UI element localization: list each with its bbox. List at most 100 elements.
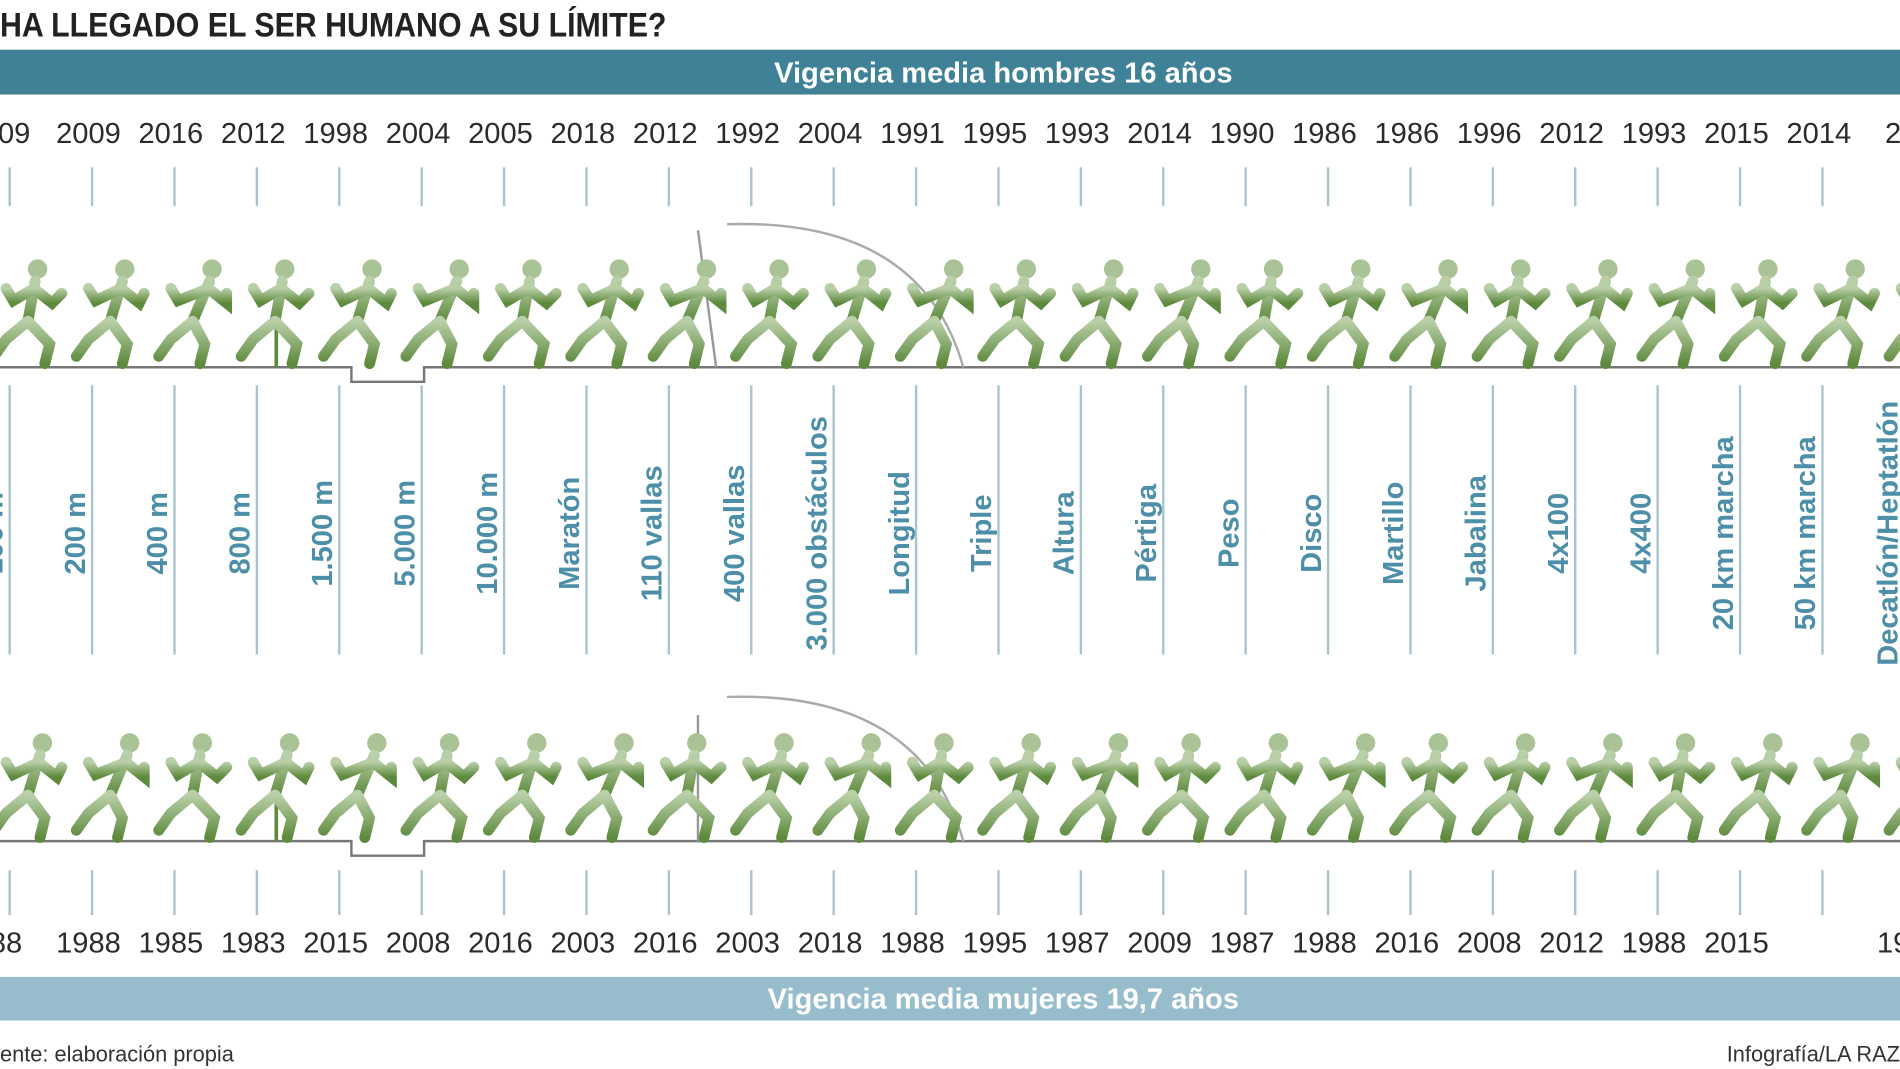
- athlete-leg: [1306, 789, 1365, 843]
- athlete: [565, 733, 645, 843]
- athlete-leg: [1801, 315, 1864, 370]
- athlete: [1224, 259, 1304, 370]
- women-year: 1983: [221, 928, 286, 960]
- athlete-leg: [1636, 315, 1694, 370]
- women-year: 2003: [715, 928, 780, 960]
- athlete-arm: [1236, 756, 1304, 786]
- athlete-leg: [1471, 789, 1534, 843]
- athlete-leg: [730, 789, 793, 843]
- men-year: 1996: [1457, 118, 1522, 150]
- athlete-arm: [494, 283, 562, 311]
- women-banner-bg: [0, 976, 1900, 1021]
- athlete-head: [1675, 733, 1696, 753]
- athlete-leg: [1471, 315, 1539, 370]
- event-label: Triple: [966, 494, 998, 572]
- athlete: [977, 259, 1057, 370]
- women-year: 2008: [1457, 928, 1522, 960]
- athlete-arm: [1236, 283, 1304, 311]
- men-year: 2012: [221, 118, 286, 150]
- athlete-arm: [1071, 756, 1139, 789]
- athlete-leg: [647, 315, 705, 370]
- athlete-leg: [0, 315, 56, 370]
- athlete-leg: [1059, 789, 1117, 843]
- men-year: 1986: [1374, 118, 1439, 150]
- athlete: [977, 733, 1057, 843]
- athlete-leg: [0, 789, 51, 843]
- athlete-head: [32, 733, 53, 753]
- athlete-head: [202, 259, 222, 279]
- men-year: 2015: [1704, 118, 1769, 150]
- women-year: 2015: [303, 928, 368, 960]
- athlete-leg: [1389, 789, 1457, 843]
- athlete-head: [1763, 733, 1783, 753]
- men-year: 2016: [139, 118, 204, 150]
- athlete-arm: [1154, 283, 1221, 315]
- athlete-head: [115, 259, 135, 279]
- event-label: 5.000 m: [389, 480, 421, 587]
- athlete-arm: [247, 756, 315, 786]
- women-banner: Vigencia media mujeres 19,7 años: [768, 983, 1239, 1015]
- athlete-arm: [412, 756, 480, 785]
- athlete-arm: [824, 283, 892, 312]
- athlete-leg: [318, 315, 381, 370]
- athlete: [812, 733, 892, 843]
- women-year: 2015: [1704, 928, 1769, 960]
- athlete: [1718, 259, 1798, 370]
- athlete-arm: [1813, 283, 1881, 312]
- men-year: 2014: [1127, 118, 1192, 150]
- athlete-head: [1263, 259, 1284, 279]
- athlete: [1224, 733, 1304, 843]
- women-year: 88: [0, 928, 22, 960]
- men-year: 009: [0, 118, 30, 150]
- athlete-leg: [812, 315, 875, 370]
- athlete: [647, 733, 727, 843]
- athlete-leg: [1142, 789, 1210, 843]
- athlete-head: [1428, 733, 1449, 753]
- athlete-head: [1268, 733, 1289, 753]
- men-year: 2005: [468, 118, 533, 150]
- athlete-arm: [1154, 756, 1221, 785]
- women-year: 1995: [962, 928, 1027, 960]
- athlete-leg: [1389, 315, 1447, 370]
- athlete-arm: [577, 283, 645, 312]
- women-year: 1988: [56, 928, 121, 960]
- athlete: [730, 733, 809, 843]
- athlete-head: [1351, 259, 1371, 279]
- women-year: 1985: [139, 928, 204, 960]
- men-year: 2012: [633, 118, 698, 150]
- credit: Infografía/LA RAZ: [1727, 1042, 1900, 1067]
- athlete: [482, 259, 562, 370]
- athlete-arm: [1566, 756, 1633, 789]
- men-year: 1993: [1622, 118, 1687, 150]
- athlete-head: [861, 733, 881, 753]
- athlete-leg: [482, 315, 551, 370]
- women-year: 1988: [1622, 928, 1687, 960]
- athlete-arm: [989, 756, 1057, 786]
- athlete: [318, 259, 397, 370]
- athlete-arm: [1318, 756, 1386, 789]
- event-label: 50 km marcha: [1790, 435, 1822, 630]
- athlete-head: [1758, 259, 1778, 279]
- athlete-leg: [977, 315, 1045, 370]
- athlete-arm: [989, 283, 1057, 311]
- athlete: [0, 259, 68, 370]
- event-label: 110 vallas: [637, 465, 669, 601]
- athlete-leg: [894, 789, 963, 843]
- athlete: [1389, 259, 1469, 370]
- men-year: 1993: [1045, 118, 1110, 150]
- athlete-arm: [83, 756, 150, 789]
- athlete-arm: [330, 756, 397, 789]
- athlete-arm: [1318, 283, 1386, 312]
- event-label: Martillo: [1378, 482, 1410, 585]
- athlete-arm: [83, 283, 150, 312]
- athlete-head: [1511, 259, 1531, 279]
- title: HA LLEGADO EL SER HUMANO A SU LÍMITE?: [0, 6, 666, 44]
- athlete: [1718, 733, 1798, 843]
- ground-men: [0, 366, 1900, 383]
- men-year: 2012: [1539, 118, 1604, 150]
- ground-women: [0, 839, 1900, 857]
- athlete: [894, 733, 974, 843]
- athlete-arm: [330, 283, 397, 312]
- athlete-head: [774, 733, 794, 753]
- event-label: 1.500 m: [307, 480, 339, 587]
